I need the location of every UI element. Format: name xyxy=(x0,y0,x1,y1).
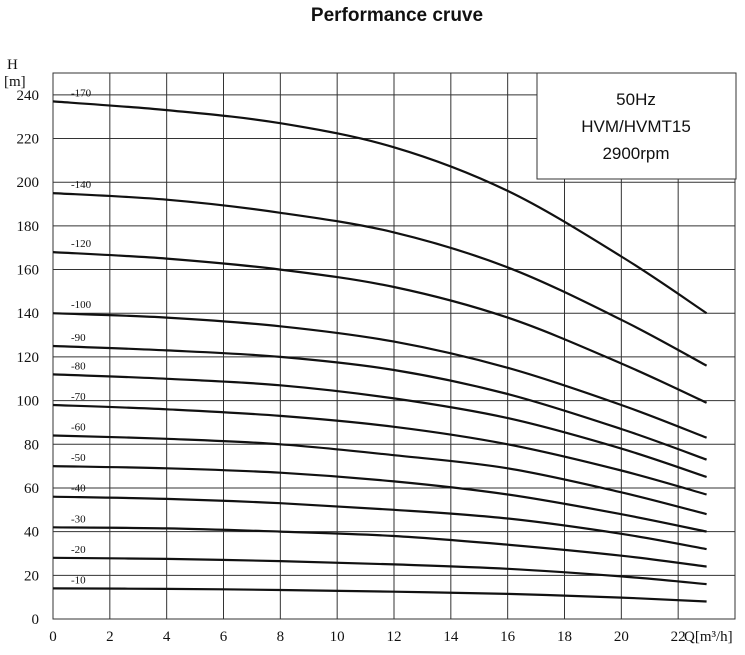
series-label: -50 xyxy=(71,452,86,464)
series-line xyxy=(52,556,707,586)
y-axis-unit: [m] xyxy=(4,74,26,90)
series-line xyxy=(52,251,708,404)
y-tick-label: 100 xyxy=(17,394,40,410)
info-box-frame xyxy=(536,72,737,180)
x-tick-label: 16 xyxy=(500,629,516,645)
x-axis-label: Q[m³/h] xyxy=(684,629,733,645)
y-tick-label: 200 xyxy=(17,175,40,191)
x-tick-label: 18 xyxy=(557,629,572,645)
x-tick-label: 22 xyxy=(671,629,686,645)
info-frequency: 50Hz xyxy=(616,90,656,109)
y-tick-label: 20 xyxy=(24,568,39,584)
series-label: -120 xyxy=(71,238,92,250)
x-tick-label: 8 xyxy=(277,629,285,645)
series-line xyxy=(52,434,707,516)
series-label: -40 xyxy=(71,483,86,495)
series-label: -70 xyxy=(71,391,86,403)
series-line xyxy=(52,526,707,568)
series-line xyxy=(52,312,707,439)
series-label: -170 xyxy=(71,87,92,99)
y-tick-label: 0 xyxy=(32,612,40,628)
series-line xyxy=(52,465,707,533)
info-speed: 2900rpm xyxy=(602,144,669,163)
series-line xyxy=(52,495,707,551)
series-label: -10 xyxy=(71,574,86,586)
series-label: -100 xyxy=(71,299,92,311)
y-axis-label: H xyxy=(7,57,18,73)
series-line xyxy=(52,100,708,315)
series-line xyxy=(52,373,707,479)
series-line xyxy=(52,587,707,603)
series-label: -30 xyxy=(71,513,86,525)
series-label: -90 xyxy=(71,332,86,344)
series-label: -140 xyxy=(71,179,92,191)
x-tick-label: 0 xyxy=(49,629,57,645)
chart-title: Performance cruve xyxy=(311,5,483,26)
y-tick-label: 120 xyxy=(17,350,40,366)
y-tick-label: 140 xyxy=(17,306,40,322)
y-tick-label: 240 xyxy=(17,88,40,104)
info-model: HVM/HVMT15 xyxy=(581,117,691,136)
series-label: -20 xyxy=(71,544,86,556)
y-tick-label: 220 xyxy=(17,132,40,148)
y-tick-label: 80 xyxy=(24,437,39,453)
curves: -170 -140 -120 -100 -90 -80 -70 -60 -50 -40 -30 -20… xyxy=(52,87,708,603)
y-tick-label: 60 xyxy=(24,481,39,497)
x-tick-label: 14 xyxy=(443,629,459,645)
y-tick-label: 180 xyxy=(17,219,40,235)
x-tick-label: 12 xyxy=(387,629,402,645)
y-tick-label: 160 xyxy=(17,263,40,279)
series-line xyxy=(52,403,707,496)
series-label: -60 xyxy=(71,422,86,434)
x-tick-label: 4 xyxy=(163,629,171,645)
tick-labels: 0 2 4 6 8 10 12 14 16 18 20 22020406080100120140160… xyxy=(17,88,686,645)
info-box: 50Hz HVM/HVMT15 2900rpm xyxy=(536,72,737,180)
x-tick-label: 20 xyxy=(614,629,629,645)
x-tick-label: 10 xyxy=(330,629,345,645)
series-label: -80 xyxy=(71,360,86,372)
y-tick-label: 40 xyxy=(24,525,39,541)
series-line xyxy=(52,192,708,367)
x-tick-label: 2 xyxy=(106,629,114,645)
series-line xyxy=(52,344,707,461)
x-tick-label: 6 xyxy=(220,629,228,645)
